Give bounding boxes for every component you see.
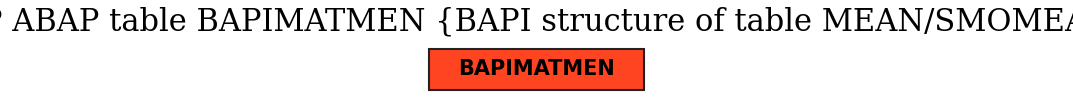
Bar xyxy=(429,49,644,90)
Text: SAP ABAP table BAPIMATMEN {BAPI structure of table MEAN/SMOMEAN}: SAP ABAP table BAPIMATMEN {BAPI structur… xyxy=(0,6,1073,37)
Text: BAPIMATMEN: BAPIMATMEN xyxy=(458,59,615,79)
